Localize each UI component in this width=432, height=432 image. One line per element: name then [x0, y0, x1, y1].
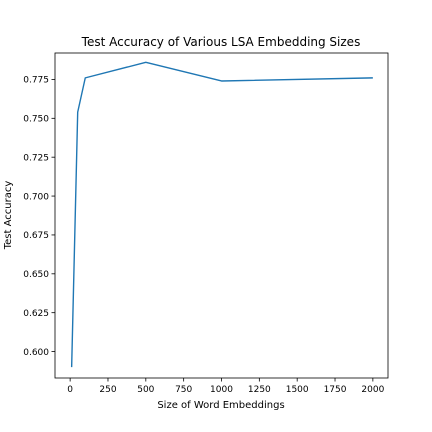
y-tick-label: 0.650 — [23, 270, 49, 280]
x-tick-label: 750 — [175, 385, 192, 395]
chart-title: Test Accuracy of Various LSA Embedding S… — [81, 35, 361, 49]
x-tick-label: 1000 — [210, 385, 233, 395]
x-tick-label: 500 — [137, 385, 154, 395]
y-axis-label: Test Accuracy — [3, 181, 14, 251]
x-tick-label: 1500 — [286, 385, 309, 395]
y-tick-label: 0.700 — [23, 192, 49, 202]
y-tick-label: 0.725 — [23, 153, 49, 163]
y-tick-label: 0.600 — [23, 348, 49, 358]
x-tick-label: 1250 — [248, 385, 271, 395]
x-axis-label: Size of Word Embeddings — [157, 400, 284, 411]
y-tick-label: 0.625 — [23, 309, 49, 319]
y-tick-label: 0.675 — [23, 231, 49, 241]
x-tick-label: 1750 — [324, 385, 347, 395]
y-tick-label: 0.775 — [23, 76, 49, 86]
y-tick-label: 0.750 — [23, 115, 49, 125]
x-tick-label: 2000 — [361, 385, 384, 395]
x-tick-label: 0 — [67, 385, 73, 395]
x-tick-label: 250 — [99, 385, 116, 395]
